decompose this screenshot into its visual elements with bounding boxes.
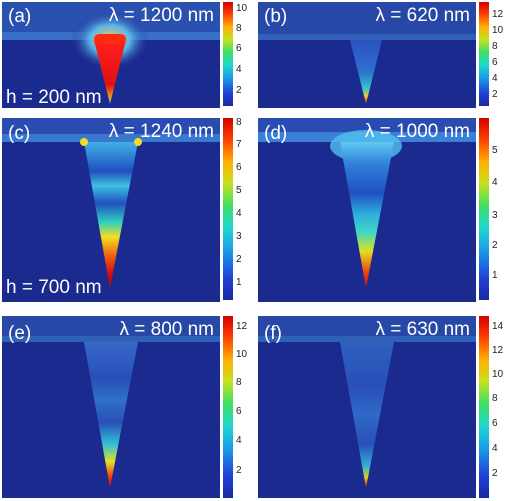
- tick-b-1: 10: [492, 25, 504, 36]
- tick-a-3: 4: [236, 64, 242, 75]
- wavelength-label-e: λ = 800 nm: [119, 319, 214, 340]
- wavelength-label-a: λ = 1200 nm: [108, 5, 214, 26]
- tick-f-4: 6: [492, 418, 498, 429]
- tick-c-2: 6: [236, 162, 242, 173]
- tick-d-1: 4: [492, 177, 498, 188]
- field-map-c: (c) λ = 1240 nm h = 700 nm: [2, 118, 220, 302]
- tick-e-2: 8: [236, 377, 242, 388]
- tick-b-2: 8: [492, 41, 498, 52]
- field-map-a-image: [2, 2, 220, 104]
- colorbar-b-ticks: 12 10 8 6 4 2: [492, 2, 508, 106]
- panel-letter-c: (c): [8, 123, 31, 144]
- wavelength-label-d: λ = 1000 nm: [364, 121, 470, 142]
- field-map-c-image: [2, 118, 220, 288]
- tick-f-6: 2: [492, 468, 498, 479]
- tick-c-7: 1: [236, 277, 242, 288]
- colorbar-e: [223, 316, 233, 498]
- tick-a-1: 8: [236, 23, 242, 34]
- tick-f-5: 4: [492, 443, 498, 454]
- tick-a-0: 10: [236, 3, 248, 14]
- tick-c-1: 7: [236, 139, 242, 150]
- tick-e-3: 6: [236, 406, 242, 417]
- field-map-a: (a) λ = 1200 nm h = 200 nm: [2, 2, 220, 108]
- height-label-a: h = 200 nm: [6, 87, 102, 108]
- tick-f-1: 12: [492, 345, 504, 356]
- tick-f-2: 10: [492, 369, 504, 380]
- tick-f-3: 8: [492, 393, 498, 404]
- field-map-f-image: [258, 316, 476, 488]
- wavelength-label-c: λ = 1240 nm: [108, 121, 214, 142]
- field-map-b-image: [258, 2, 476, 104]
- tick-c-4: 4: [236, 208, 242, 219]
- colorbar-b: [479, 2, 489, 106]
- colorbar-a-ticks: 10 8 6 4 2: [236, 2, 266, 106]
- tick-e-4: 4: [236, 435, 242, 446]
- field-map-e: (e) λ = 800 nm: [2, 316, 220, 498]
- tick-e-5: 2: [236, 465, 242, 476]
- panel-letter-d: (d): [264, 123, 288, 144]
- colorbar-a: [223, 2, 233, 106]
- tick-b-0: 12: [492, 9, 504, 20]
- height-label-c: h = 700 nm: [6, 277, 102, 298]
- tick-d-4: 1: [492, 270, 498, 281]
- tick-c-6: 2: [236, 254, 242, 265]
- tick-f-0: 14: [492, 321, 504, 332]
- tick-b-5: 2: [492, 89, 498, 100]
- field-map-f: (f) λ = 630 nm: [258, 316, 476, 498]
- tick-a-4: 2: [236, 85, 242, 96]
- tick-d-3: 2: [492, 240, 498, 251]
- colorbar-c-ticks: 8 7 6 5 4 3 2 1: [236, 118, 256, 300]
- colorbar-f: [479, 316, 489, 498]
- field-map-b: (b) λ = 620 nm: [258, 2, 476, 108]
- field-map-d: (d) λ = 1000 nm: [258, 118, 476, 302]
- colorbar-c: [223, 118, 233, 300]
- colorbar-d-ticks: 5 4 3 2 1: [492, 118, 508, 300]
- colorbar-e-ticks: 12 10 8 6 4 2: [236, 316, 256, 498]
- colorbar-f-ticks: 14 12 10 8 6 4 2: [492, 316, 508, 498]
- field-map-e-image: [2, 316, 220, 488]
- tick-a-2: 6: [236, 43, 242, 54]
- tick-c-5: 3: [236, 231, 242, 242]
- tick-b-4: 4: [492, 73, 498, 84]
- colorbar-d: [479, 118, 489, 300]
- tick-e-1: 10: [236, 349, 248, 360]
- tick-e-0: 12: [236, 321, 248, 332]
- wavelength-label-b: λ = 620 nm: [375, 5, 470, 26]
- panel-letter-e: (e): [8, 323, 32, 344]
- tick-c-3: 5: [236, 185, 242, 196]
- field-map-d-image: [258, 118, 476, 288]
- tick-d-0: 5: [492, 145, 498, 156]
- panel-letter-f: (f): [264, 323, 282, 344]
- panel-letter-a: (a): [8, 6, 32, 27]
- wavelength-label-f: λ = 630 nm: [375, 319, 470, 340]
- tick-b-3: 6: [492, 57, 498, 68]
- tick-d-2: 3: [492, 210, 498, 221]
- tick-c-0: 8: [236, 117, 242, 128]
- panel-letter-b: (b): [264, 6, 288, 27]
